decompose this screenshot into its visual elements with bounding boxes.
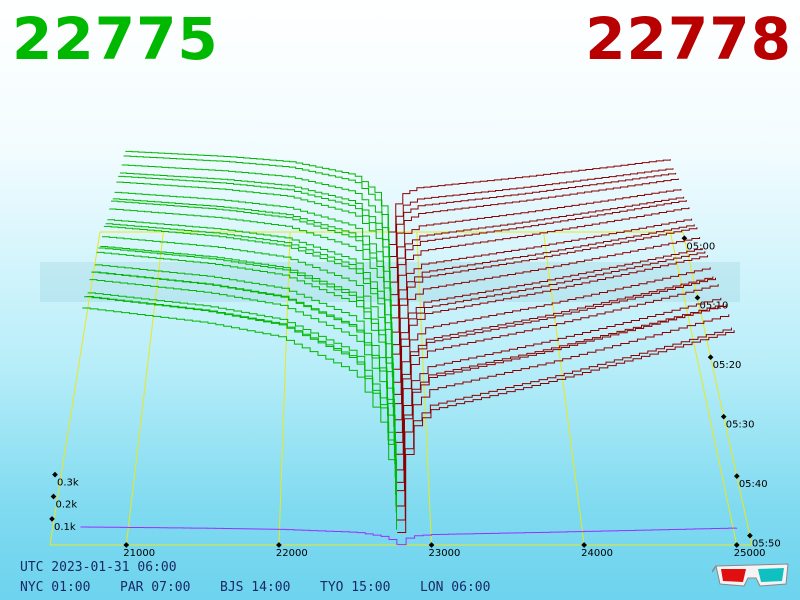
- bid-depth-curve: [123, 155, 389, 242]
- ask-depth-curve: [389, 178, 679, 268]
- time-tick-label: 05:50: [752, 539, 781, 550]
- right-frame-line: [682, 231, 753, 546]
- 3d-glasses-icon[interactable]: [712, 560, 792, 592]
- left-frame-line: [49, 231, 101, 546]
- time-tick-label: 05:30: [726, 420, 755, 431]
- x-tick-label: 21000: [123, 548, 155, 559]
- bid-depth-curve: [116, 181, 391, 292]
- price-grid-line: [416, 231, 433, 546]
- par-time: PAR 07:00: [120, 580, 191, 595]
- time-tick-label: 05:20: [713, 360, 742, 371]
- time-tick-marker: [707, 354, 714, 361]
- bid-depth-curve: [91, 271, 396, 465]
- bid-depth-curve: [111, 200, 392, 329]
- bid-depth-curve: [80, 526, 398, 545]
- time-tick-marker: [694, 294, 701, 301]
- bid-depth-curve: [102, 236, 394, 394]
- time-tick-marker: [720, 413, 727, 420]
- ask-depth-curve: [389, 168, 674, 246]
- ask-depth-curve: [396, 304, 727, 492]
- utc-time: UTC 2023-01-31 06:00: [20, 560, 177, 575]
- depth-tick-label: 0.1k: [54, 522, 76, 533]
- ask-depth-curve: [390, 200, 687, 306]
- bid-depth-curve: [121, 164, 390, 257]
- ask-depth-curve: [393, 255, 709, 405]
- bid-depth-curve: [85, 296, 397, 507]
- bid-depth-curve: [82, 307, 398, 530]
- price-grid-line: [125, 231, 164, 546]
- x-tick-label: 22000: [276, 548, 308, 559]
- nyc-time: NYC 01:00: [20, 580, 91, 595]
- depth-tick-marker: [49, 516, 55, 522]
- depth-tick-label: 0.3k: [57, 478, 79, 489]
- price-tick-marker: [581, 542, 587, 548]
- lon-time: LON 06:00: [420, 580, 491, 595]
- ask-depth-curve: [394, 267, 711, 421]
- bid-depth-curve: [100, 245, 394, 408]
- time-tick-label: 05:40: [739, 479, 768, 490]
- ask-depth-curve: [397, 330, 735, 533]
- bjs-time: BJS 14:00: [220, 580, 291, 595]
- bid-depth-curve: [109, 208, 392, 342]
- depth-tick-marker: [50, 493, 57, 500]
- bid-depth-curve: [103, 225, 393, 377]
- bid-price: 22775: [12, 5, 219, 73]
- ask-depth-curve: [392, 236, 701, 370]
- ask-depth-curve: [395, 284, 719, 455]
- ask-depth-curve: [391, 224, 695, 346]
- ask-depth-curve: [397, 527, 738, 546]
- bid-depth-curve: [118, 175, 390, 280]
- bid-depth-curve: [119, 172, 390, 270]
- price-tick-marker: [123, 542, 130, 548]
- x-tick-label: 24000: [581, 548, 613, 559]
- price-grid-line: [278, 231, 291, 546]
- ask-depth-curve: [390, 188, 682, 283]
- price-tick-marker: [428, 542, 435, 548]
- bid-depth-curve: [87, 292, 396, 495]
- bid-depth-curve: [125, 150, 389, 232]
- ask-depth-curve: [388, 159, 671, 233]
- ask-price: 22778: [585, 5, 792, 73]
- tyo-time: TYO 15:00: [320, 580, 391, 595]
- ask-depth-curve: [394, 276, 714, 433]
- x-tick-label: 23000: [429, 548, 461, 559]
- ask-depth-curve: [390, 196, 685, 296]
- time-tick-label: 05:10: [699, 301, 728, 312]
- bid-depth-curve: [89, 279, 396, 478]
- ask-depth-curve: [389, 172, 677, 258]
- price-tick-marker: [276, 542, 282, 548]
- ask-depth-curve: [396, 327, 732, 521]
- ask-depth-curve: [391, 218, 693, 333]
- bid-depth-curve: [112, 198, 392, 320]
- ask-depth-curve: [396, 314, 730, 507]
- ask-depth-curve: [392, 227, 698, 355]
- bid-depth-curve: [98, 247, 394, 417]
- ask-depth-curve: [393, 251, 706, 395]
- ask-depth-curve: [395, 297, 722, 471]
- bid-depth-curve: [105, 223, 393, 369]
- ask-depth-curve: [394, 277, 716, 443]
- bid-depth-curve: [93, 271, 395, 458]
- ask-depth-curve: [391, 207, 690, 319]
- time-tick-label: 05:00: [686, 241, 715, 252]
- bid-depth-curve: [96, 251, 395, 427]
- bid-depth-curve: [84, 296, 397, 513]
- ask-depth-curve: [395, 303, 724, 483]
- time-tick-marker: [747, 532, 753, 539]
- bid-depth-curve: [94, 264, 395, 445]
- bid-depth-curve: [107, 219, 393, 358]
- depth-tick-marker: [52, 471, 58, 478]
- ask-depth-curve: [392, 247, 703, 383]
- bid-depth-curve: [114, 191, 391, 308]
- time-tick-marker: [733, 473, 740, 479]
- price-tick-marker: [733, 542, 740, 548]
- depth-tick-label: 0.2k: [56, 500, 78, 511]
- x-tick-label: 25000: [734, 548, 766, 559]
